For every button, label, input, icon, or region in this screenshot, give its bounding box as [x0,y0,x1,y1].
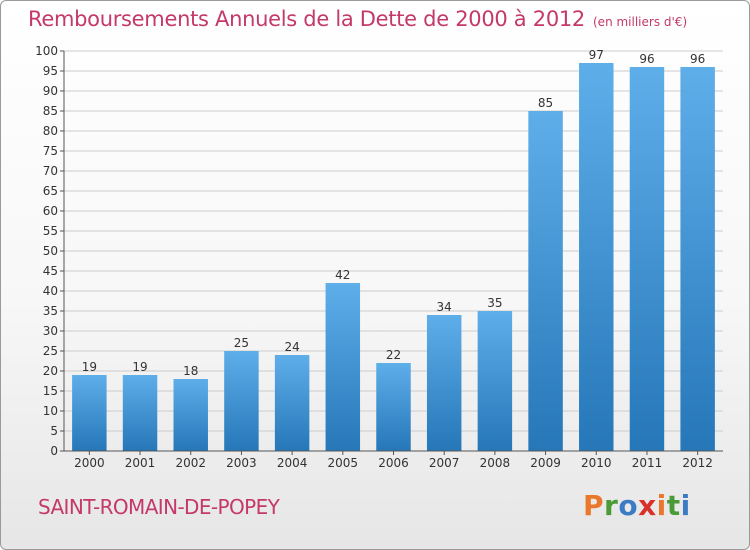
data-label: 25 [234,336,249,350]
x-tick-label: 2012 [682,456,713,470]
data-label: 18 [183,364,198,378]
chart-title-text: Remboursements Annuels de la Dette de 20… [28,7,585,31]
y-tick-label: 30 [43,324,58,338]
y-tick-label: 5 [50,424,58,438]
logo-letter: x [638,489,657,522]
logo-letter: o [618,489,639,522]
y-tick-label: 80 [43,124,58,138]
data-label: 97 [589,48,604,62]
x-tick-label: 2011 [632,456,663,470]
data-label: 85 [538,96,553,110]
bar [477,311,513,451]
bar [325,283,361,451]
y-tick-label: 35 [43,304,58,318]
y-tick-label: 90 [43,84,58,98]
bar [274,355,310,451]
x-tick-label: 2000 [74,456,105,470]
y-tick-label: 100 [35,44,58,58]
logo-letter: P [583,489,605,522]
y-tick-label: 20 [43,364,58,378]
bars [72,63,715,451]
y-tick-label: 40 [43,284,58,298]
logo-letter: i [656,489,667,522]
bar [629,67,665,451]
logo-letter: r [604,489,619,522]
data-label: 42 [335,268,350,282]
data-label: 19 [82,360,97,374]
bar [173,379,208,451]
data-label: 35 [487,296,502,310]
bar [579,63,614,451]
x-tick-label: 2004 [277,456,308,470]
x-tick-label: 2008 [480,456,511,470]
y-tick-label: 0 [50,444,58,458]
bar [122,375,158,451]
x-tick-label: 2009 [530,456,561,470]
bar [224,351,259,451]
chart-unit: (en milliers d'€) [593,15,688,29]
data-labels: 19 19 18 25 24 42 22 34 35 85 97 96 96 [82,48,706,378]
y-tick-label: 45 [43,264,58,278]
bar [376,363,411,451]
data-label: 96 [639,52,654,66]
bar [680,67,715,451]
y-tick-label: 75 [43,144,58,158]
y-tick-label: 65 [43,184,58,198]
logo-letter: t [666,489,681,522]
bar [426,315,462,451]
bar [72,375,107,451]
x-tick-label: 2007 [429,456,460,470]
data-label: 34 [437,300,452,314]
x-tick-label: 2010 [581,456,612,470]
data-label: 24 [284,340,299,354]
y-tick-label: 10 [43,404,58,418]
y-tick-label: 25 [43,344,58,358]
x-tick-label: 2001 [125,456,156,470]
y-tick-label: 95 [43,64,58,78]
y-tick-label: 55 [43,224,58,238]
data-label: 96 [690,52,705,66]
y-tick-label: 85 [43,104,58,118]
logo-letter: i [680,489,691,522]
proxiti-logo: Proxiti [583,489,691,522]
x-tick-label: 2002 [175,456,206,470]
data-label: 19 [132,360,147,374]
y-tick-label: 15 [43,384,58,398]
data-label: 22 [386,348,401,362]
chart-title: Remboursements Annuels de la Dette de 20… [28,7,687,31]
axes: 0 5 10 15 20 25 30 35 40 45 50 55 60 65 70 75 80 85 90 95 10… [35,44,723,470]
x-tick-label: 2003 [226,456,257,470]
y-tick-label: 70 [43,164,58,178]
commune-name: SAINT-ROMAIN-DE-POPEY [38,495,280,519]
y-tick-label: 50 [43,244,58,258]
x-tick-label: 2005 [328,456,359,470]
x-tick-label: 2006 [378,456,409,470]
bar [528,111,563,451]
y-tick-label: 60 [43,204,58,218]
